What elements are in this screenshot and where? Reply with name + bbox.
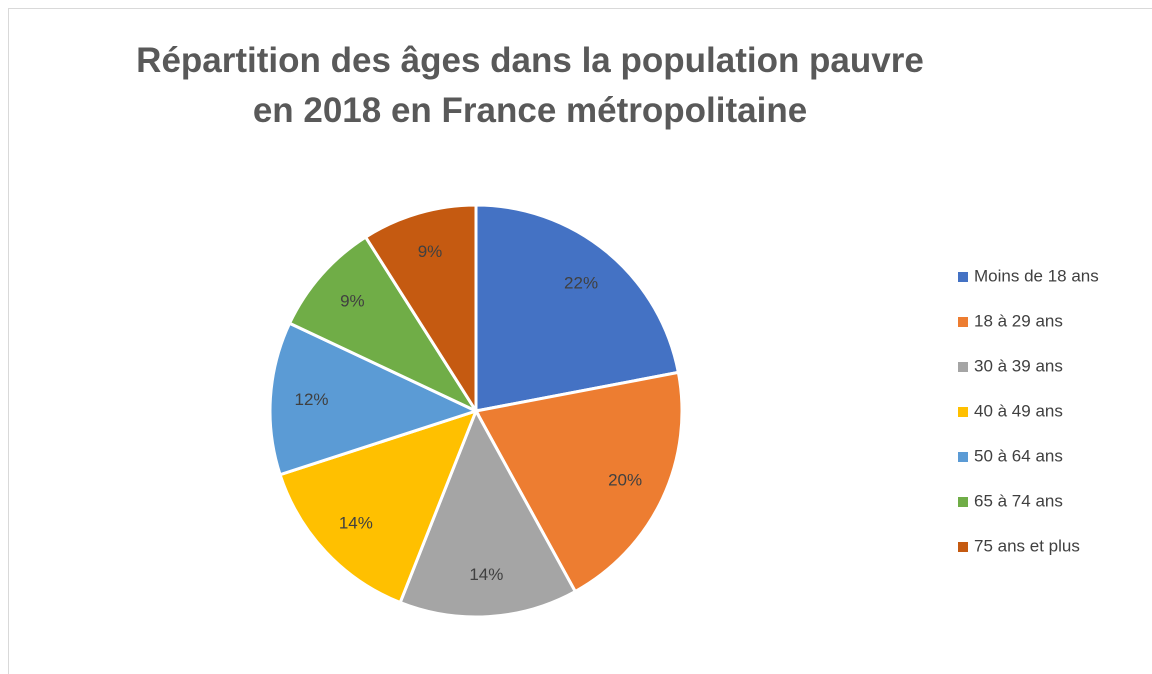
legend-label: 18 à 29 ans xyxy=(974,311,1063,330)
legend-marker xyxy=(958,497,968,507)
data-label: 22% xyxy=(564,274,598,293)
chart-title: Répartition des âges dans la population … xyxy=(136,41,924,130)
legend-label: Moins de 18 ans xyxy=(974,266,1099,285)
legend-label: 65 à 74 ans xyxy=(974,491,1063,510)
data-label: 9% xyxy=(340,292,365,311)
legend-marker xyxy=(958,542,968,552)
legend-marker xyxy=(958,407,968,417)
legend-marker xyxy=(958,272,968,282)
legend-marker xyxy=(958,362,968,372)
data-label: 14% xyxy=(469,565,503,584)
data-label: 14% xyxy=(339,513,373,532)
data-label: 20% xyxy=(608,471,642,490)
legend-marker xyxy=(958,452,968,462)
legend-label: 30 à 39 ans xyxy=(974,356,1063,375)
data-label: 9% xyxy=(418,242,443,261)
legend-marker xyxy=(958,317,968,327)
legend-label: 40 à 49 ans xyxy=(974,401,1063,420)
pie-slice xyxy=(473,370,684,594)
pie-slice xyxy=(474,203,681,413)
pie-slice xyxy=(268,321,481,477)
chart-border xyxy=(8,8,1152,674)
pie-slice xyxy=(398,407,578,619)
pie-slice xyxy=(287,234,481,415)
legend-label: 75 ans et plus xyxy=(974,536,1080,555)
data-label: 12% xyxy=(295,390,329,409)
legend-label: 50 à 64 ans xyxy=(974,446,1063,465)
pie-slice xyxy=(363,203,478,417)
